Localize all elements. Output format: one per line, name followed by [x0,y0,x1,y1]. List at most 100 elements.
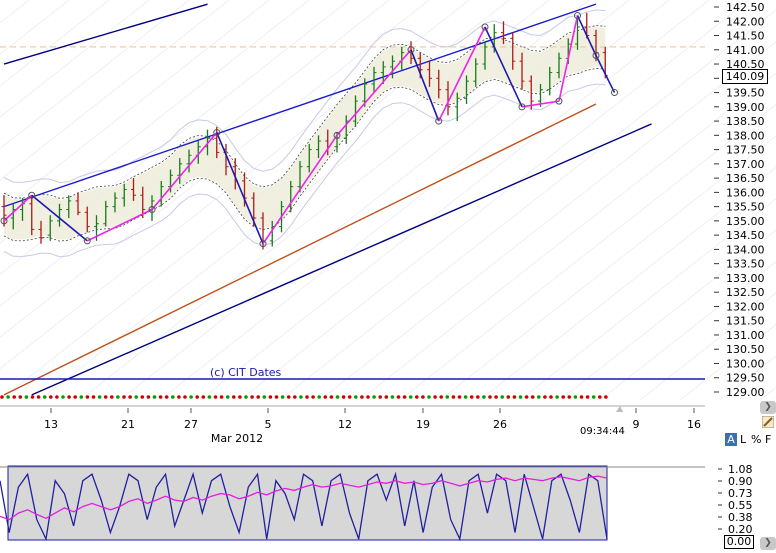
zigzag-leg-10 [484,26,523,108]
zigzag-leg-9 [438,26,486,122]
cit-dot-2 [12,395,16,399]
y-tick-label-19: 138.50 [726,115,765,128]
cit-dot-37 [225,395,230,399]
zigzag-leg-7 [336,49,412,136]
cit-dot-27 [164,395,169,399]
cit-dot-33 [201,395,206,399]
cit-dot-92 [561,395,565,399]
cit-dot-29 [177,395,181,399]
cit-dot-82 [500,395,505,399]
cit-dot-16 [97,395,102,399]
cit-dot-57 [347,395,352,399]
cit-dot-90 [549,395,553,399]
cit-dot-38 [232,395,236,399]
cit-dot-97 [591,395,596,399]
cit-dot-63 [384,395,389,399]
grid-line [0,0,230,181]
cit-dot-65 [396,395,401,399]
cit-dot-43 [262,395,267,399]
cit-dot-70 [427,395,431,399]
grid-line [599,261,776,401]
cit-dot-93 [567,395,572,399]
zigzag-pivot-4 [213,128,221,136]
x-tick-label-0: 13 [44,418,58,431]
y-tick-label-8: 133.00 [726,272,765,285]
channel-outer-lower-line [31,123,652,396]
cit-dot-50 [305,395,309,399]
cit-dot-7 [42,395,47,399]
x-tick-label-3: 5 [265,418,272,431]
cit-dot-95 [579,395,584,399]
cit-dot-41 [250,395,254,399]
band-fill [4,27,606,240]
cit-dot-55 [335,395,340,399]
mode-a-button[interactable]: A [725,433,737,446]
x-tick-label-5: 19 [416,418,430,431]
cit-dot-44 [268,395,273,399]
cit-dot-83 [506,395,511,399]
zigzag-pivot-8 [435,117,443,125]
cit-dot-81 [494,395,498,399]
y-tick-label-23: 140.50 [726,58,765,71]
cit-dot-89 [543,395,547,399]
cit-dot-88 [537,395,541,399]
cit-dot-61 [372,395,376,399]
oscillator-current-value: 0.00 [724,535,754,549]
cit-dot-99 [604,395,608,399]
zigzag-pivot-7 [407,46,415,54]
cit-dot-12 [73,395,77,399]
time-marker-icon [616,406,623,412]
cit-dot-62 [378,395,383,399]
grid-line [359,72,776,401]
zigzag-pivot-2 [83,237,91,245]
y-tick-label-1: 129.50 [726,372,765,385]
osc-y-tick-label-5: 1.08 [728,463,753,476]
zigzag-leg-12 [558,15,579,102]
cit-dot-46 [280,395,285,399]
grid-line [439,135,776,401]
y-tick-label-7: 132.50 [726,286,765,299]
oscillator-scroll-right-button[interactable]: ❯ [760,537,776,550]
cit-dot-17 [103,395,108,399]
cit-dot-47 [286,395,291,399]
zigzag-leg-5 [216,132,264,245]
cit-dot-86 [524,395,529,399]
cit-dot-23 [140,395,145,399]
y-tick-label-13: 135.50 [726,201,765,214]
scroll-right-button[interactable]: ❯ [760,401,776,414]
cit-dot-60 [366,395,370,399]
mode-l-button[interactable]: L [740,433,747,446]
mode-percent-button[interactable]: % [751,433,762,446]
cit-dot-49 [299,395,303,399]
cit-dot-9 [55,395,59,399]
cit-dot-59 [360,395,364,399]
cit-dot-48 [293,395,297,399]
mode-f-button[interactable]: F [765,433,772,446]
cit-dot-34 [207,395,212,399]
y-tick-label-20: 139.00 [726,101,765,114]
outer-band-upper [3,9,606,184]
cit-dot-10 [61,395,65,399]
cit-dot-96 [585,395,590,399]
cit-dot-8 [49,395,53,399]
y-tick-label-2: 130.00 [726,357,765,370]
grid-line [279,9,776,401]
cit-dot-3 [18,395,23,399]
x-tick-label-4: 12 [338,418,352,431]
cit-dot-77 [469,395,474,399]
cit-dot-42 [256,395,261,399]
cit-dot-15 [91,395,96,399]
cit-dot-22 [134,395,138,399]
cit-dot-84 [512,395,517,399]
cit-dot-80 [488,395,492,399]
zigzag-leg-11 [521,100,560,108]
cit-dot-91 [555,395,559,399]
outer-band-lower [3,83,606,258]
grid-line [0,0,390,307]
channel-lower-line [3,103,597,396]
cit-dot-79 [482,395,486,399]
zigzag-leg-2 [31,194,88,242]
pencil-icon[interactable] [762,416,774,428]
